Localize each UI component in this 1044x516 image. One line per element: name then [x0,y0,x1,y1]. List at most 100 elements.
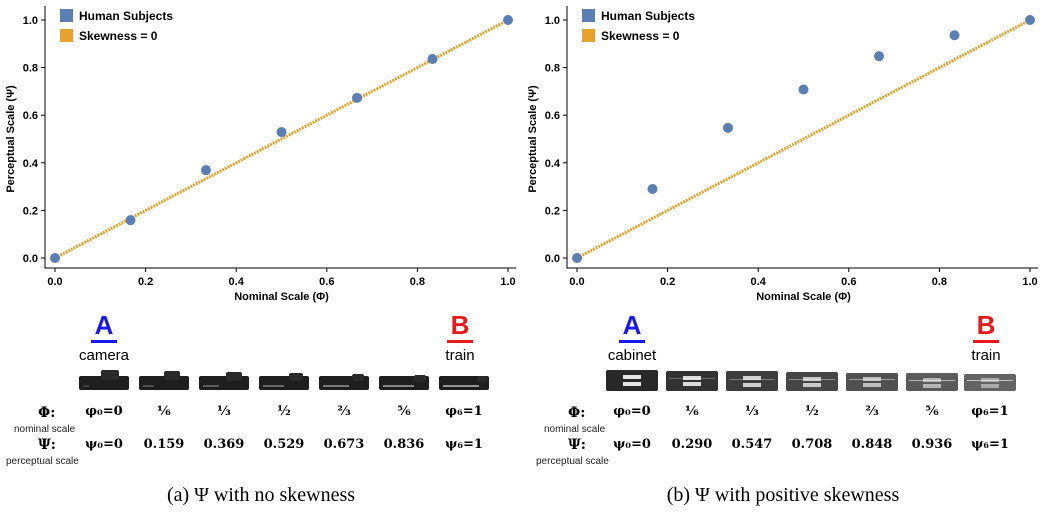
thumb-drawer [863,377,881,381]
legend-label: Human Subjects [601,9,695,23]
psi-value: 0.529 [263,437,305,452]
phi-value: ⅓ [217,404,231,419]
thumb-drawer [981,384,999,388]
thumb-stripe [83,385,89,387]
endpoint-b-letter: B [450,310,470,340]
legend-label: Skewness = 0 [601,29,680,43]
thumb-window-line [789,379,835,380]
psi-value: 0.836 [383,437,425,452]
x-axis-label: Nominal Scale (Φ) [234,291,329,303]
phi-value: ⅙ [685,404,699,419]
thumb-stripe [263,385,284,387]
data-point-human-subjects [352,92,363,103]
morph-thumbnail [845,370,899,392]
x-tick-label: 0.8 [932,276,947,288]
morph-thumbnail [725,370,779,392]
x-tick-label: 0.6 [319,276,334,288]
endpoint-a-underline [619,340,645,343]
phi-value: ⅓ [745,404,759,419]
morph-thumbnail [963,370,1017,392]
legend-swatch [582,9,595,22]
phi-value: φ₀=0 [85,404,123,419]
thumb-stripe [323,385,349,387]
scatter-plot-b: 0.0 0.2 0.4 0.6 0.8 1.0 0.0 0.2 0.4 0.6 0.8 1.0 Nomi… [527,6,1038,303]
data-point-human-subjects [503,15,513,25]
x-tick-label: 0.2 [660,276,675,288]
thumb-drawer [923,377,941,382]
legend-label: Human Subjects [79,9,173,23]
phi-row-sublabel: nominal scale [544,424,606,435]
data-point-human-subjects [125,215,136,226]
psi-row-label: Ψ: [38,437,56,453]
x-tick-label: 0.0 [47,276,62,288]
psi-value: 0.290 [671,437,713,452]
thumb-window-line [729,378,775,380]
thumb-top [477,376,487,382]
morph-thumbnail [785,370,839,392]
thumb-body [964,374,1016,391]
data-point-human-subjects [200,165,211,176]
series-line-skewness-0 [576,18,1031,260]
thumb-drawer [803,376,821,381]
thumb-body [786,372,838,391]
morph-thumbnail [257,370,311,392]
y-tick-label: 0.0 [23,253,38,265]
legend-swatch [60,29,73,42]
panel-a: 0.0 0.2 0.4 0.6 0.8 1.0 0.0 0.2 0.4 0.6 0.8 1.0 Nomi… [5,6,516,506]
x-tick-label: 0.2 [138,276,153,288]
thumb-body [666,370,718,391]
psi-value: ψ₆=1 [445,437,483,452]
legend-swatch [582,29,595,42]
thumb-top [289,373,303,381]
endpoint-a-word: camera [78,347,130,364]
thumb-body [846,372,898,391]
phi-value: ½ [277,404,291,419]
morph-thumbnail [437,370,491,392]
endpoint-a-letter: A [94,310,114,340]
data-point-human-subjects [427,54,438,65]
phi-value: ⅚ [397,404,411,419]
thumb-stripe [143,385,154,387]
caption: (a) Ψ with no skewness [166,484,356,506]
phi-value: φ₆=1 [445,404,483,419]
data-point-human-subjects [572,253,582,263]
legend-label: Skewness = 0 [79,29,158,43]
series-line-skewness-0 [54,18,509,260]
morph-thumbnail [197,370,251,392]
endpoint-a-letter: A [622,310,642,340]
thumb-drawer [623,382,641,386]
thumb-body [726,371,778,391]
endpoint-a-underline [91,340,117,343]
axes: 0.0 0.2 0.4 0.6 0.8 1.0 0.0 0.2 0.4 0.6 0.8 1.0 [23,6,516,288]
endpoint-a: A camera [64,312,144,364]
thumb-drawer [683,375,701,380]
caption: (b) Ψ with positive skewness [666,484,900,506]
y-tick-label: 0.8 [545,63,560,75]
endpoint-b-underline [447,340,473,343]
psi-row-sublabel: perceptual scale [536,456,609,467]
x-axis-label: Nominal Scale (Φ) [756,291,851,303]
psi-value: 0.547 [731,437,773,452]
endpoint-b-word: train [445,347,475,364]
psi-value: 0.708 [791,437,833,452]
morph-thumbnail [665,370,719,392]
thumb-top [351,374,365,382]
y-axis-label: Perceptual Scale (Ψ) [527,85,539,193]
data-point-human-subjects [647,183,658,194]
endpoint-b: B train [420,312,500,364]
endpoint-b-word: train [971,347,1001,364]
endpoint-a: A cabinet [592,312,672,364]
thumb-drawer [803,383,821,387]
data-point-human-subjects [949,30,960,41]
thumb-stripe [203,385,219,387]
endpoint-b-underline [973,340,999,343]
y-tick-label: 1.0 [545,15,560,27]
thumb-stripe [383,385,414,387]
thumb-drawer [743,376,761,380]
thumb-window-line [909,379,955,381]
psi-value: ψ₀=0 [85,437,123,452]
thumb-drawer [743,382,761,387]
psi-value: 0.848 [851,437,893,452]
x-tick-label: 0.6 [841,276,856,288]
x-tick-label: 0.8 [410,276,425,288]
